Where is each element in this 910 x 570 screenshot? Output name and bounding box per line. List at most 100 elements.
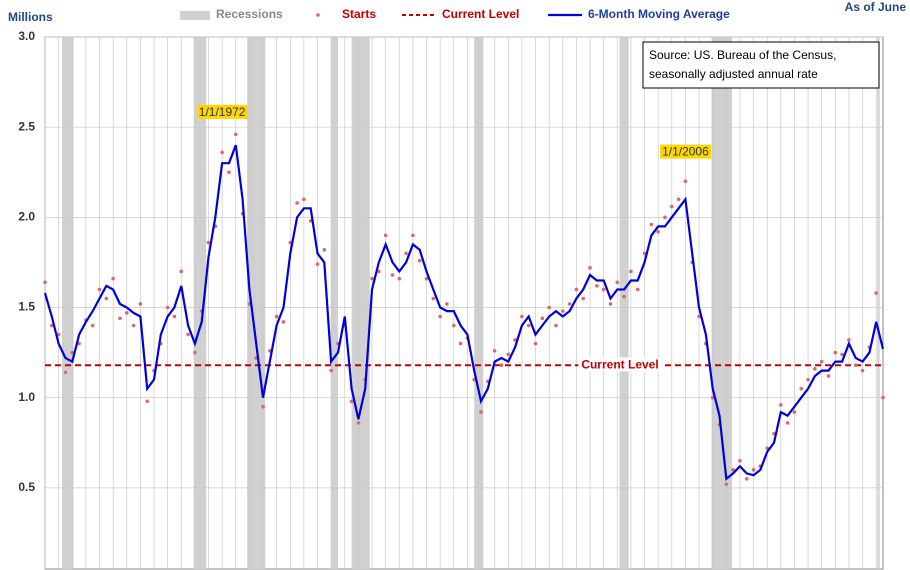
start-dot [233, 132, 238, 137]
legend-label: 6-Month Moving Average [588, 7, 730, 21]
legend-label: Starts [342, 7, 376, 21]
legend-label: Current Level [442, 7, 519, 21]
start-dot [302, 197, 306, 202]
start-dot [860, 368, 865, 373]
start-dot [424, 276, 429, 281]
start-dot [383, 233, 388, 238]
source-text: seasonally adjusted annual rate [649, 67, 818, 81]
start-dot [118, 316, 122, 321]
start-dot [669, 204, 674, 209]
start-dot [615, 280, 620, 285]
start-dot [315, 262, 320, 267]
start-dot [111, 276, 115, 281]
recession-band [474, 37, 484, 569]
start-dot [479, 410, 483, 414]
start-dot [295, 201, 299, 205]
start-dot [499, 363, 504, 368]
plot-area [44, 36, 884, 570]
start-dot [404, 251, 408, 256]
start-dot [43, 280, 47, 285]
legend-swatch [316, 13, 320, 17]
start-dot [390, 273, 395, 277]
start-dot [574, 287, 579, 292]
start-dot [70, 350, 75, 355]
start-dot [281, 320, 286, 324]
start-dot [520, 314, 524, 319]
y-tick-label: 1.5 [18, 300, 35, 314]
recession-band [247, 37, 266, 569]
recession-band [877, 37, 880, 569]
start-dot [56, 332, 61, 337]
start-dot [227, 170, 231, 175]
start-dot [438, 314, 442, 319]
start-dot [349, 399, 354, 404]
annotation: 1/1/1972 [199, 105, 246, 119]
start-dot [445, 302, 449, 306]
start-dot [710, 395, 715, 400]
start-dot [853, 363, 858, 368]
reference-label: Current Level [581, 357, 658, 371]
start-dot [785, 421, 790, 425]
annotation: 1/1/2006 [662, 145, 709, 159]
start-dot [656, 229, 660, 234]
start-dot [533, 341, 538, 346]
start-dot [506, 352, 511, 357]
recession-band [711, 37, 732, 569]
start-dot [492, 348, 497, 353]
source-text: Source: US. Bureau of the Census, [649, 48, 836, 62]
note: As of June [845, 0, 907, 14]
start-dot [329, 368, 333, 373]
start-dot [833, 350, 838, 355]
start-dot [731, 468, 735, 472]
start-dot [744, 477, 749, 481]
start-dot [826, 374, 831, 378]
y-axis-label: Millions [8, 10, 53, 24]
y-tick-label: 2.0 [18, 210, 35, 224]
start-dot [377, 269, 381, 274]
start-dot [874, 291, 878, 295]
start-dot [683, 179, 688, 184]
start-dot [608, 302, 613, 306]
start-dot [431, 296, 436, 301]
start-dot [322, 248, 327, 252]
recession-band [331, 37, 338, 569]
moving-average-line [43, 144, 885, 481]
y-tick-label: 0.5 [18, 480, 35, 494]
start-dot [840, 352, 844, 357]
recession-band [193, 37, 207, 569]
start-dot [588, 266, 592, 270]
start-dot [724, 482, 729, 487]
start-dot [138, 302, 143, 306]
start-dot [97, 287, 102, 292]
start-dot [145, 399, 149, 404]
reference-label-bg [578, 357, 662, 372]
start-dot [635, 287, 640, 292]
start-dot [186, 332, 190, 337]
start-dot [676, 197, 681, 202]
legend-swatch [180, 11, 210, 20]
start-dot [261, 404, 265, 409]
start-dot [792, 410, 797, 414]
start-dot [417, 258, 422, 263]
start-dot [813, 367, 817, 371]
start-dot [411, 233, 415, 238]
start-dot [751, 468, 756, 472]
start-dot [63, 370, 68, 375]
start-dot [172, 314, 177, 319]
start-dot [90, 323, 95, 328]
start-dot [397, 276, 402, 281]
start-dot [220, 150, 224, 155]
start-dot [458, 341, 463, 346]
recession-band [62, 37, 74, 569]
start-dot [663, 215, 667, 220]
start-dot [622, 294, 626, 299]
start-dot [554, 323, 558, 328]
start-dot [356, 421, 361, 425]
start-dot [819, 359, 824, 364]
recession-band [619, 37, 629, 569]
start-dot [274, 314, 279, 319]
start-dot [451, 323, 456, 328]
start-dot [131, 323, 136, 328]
start-dot [567, 302, 572, 306]
